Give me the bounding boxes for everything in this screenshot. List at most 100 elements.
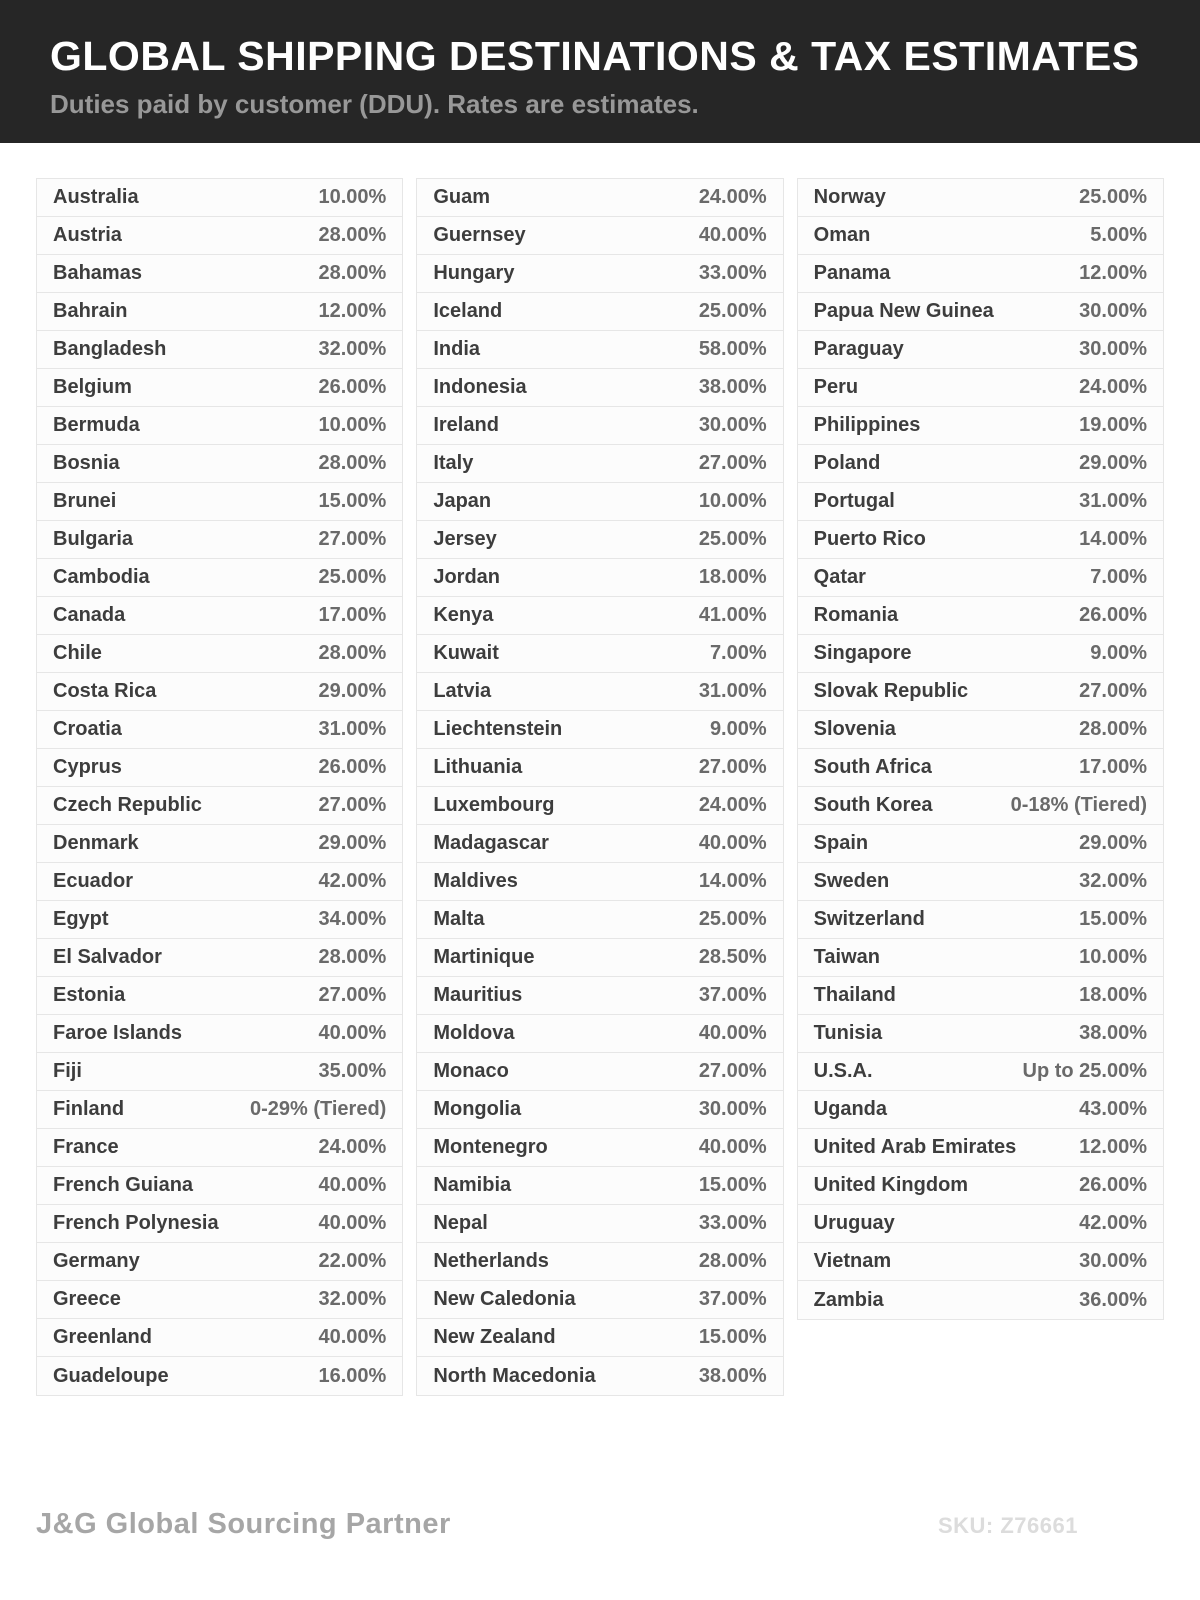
rate-value: Up to 25.00% (1022, 1060, 1147, 1082)
country-name: Brunei (53, 490, 117, 512)
rate-value: 32.00% (1079, 870, 1147, 892)
rate-value: 7.00% (1090, 566, 1147, 588)
country-name: Peru (813, 376, 859, 398)
rate-value: 40.00% (698, 224, 767, 246)
rate-value: 32.00% (318, 1288, 387, 1310)
country-name: Estonia (53, 984, 126, 1006)
country-name: Bangladesh (53, 338, 167, 360)
country-name: Qatar (813, 566, 866, 588)
rate-value: 10.00% (698, 490, 767, 512)
rate-value: 26.00% (1079, 604, 1147, 626)
country-name: Singapore (813, 642, 912, 664)
country-name: India (433, 338, 480, 360)
rate-value: 17.00% (318, 604, 387, 626)
table-row: Slovenia 28.00% (797, 711, 1163, 749)
rate-value: 28.50% (698, 946, 767, 968)
table-row: Namibia 15.00% (417, 1167, 783, 1205)
country-name: Greece (53, 1288, 121, 1310)
rate-value: 18.00% (698, 566, 767, 588)
rate-value: 25.00% (318, 566, 387, 588)
table-row: Paraguay 30.00% (797, 331, 1163, 369)
rate-value: 28.00% (318, 452, 387, 474)
rate-value: 28.00% (318, 642, 387, 664)
table-row: Netherlands 28.00% (417, 1243, 783, 1281)
country-name: Kuwait (433, 642, 499, 664)
rates-column: Guam 24.00% Guernsey 40.00% Hungary 33.00% Ice… (416, 178, 784, 1396)
rate-value: 33.00% (698, 262, 767, 284)
table-row: Bulgaria 27.00% (37, 521, 403, 559)
table-row: Finland 0-29% (Tiered) (37, 1091, 403, 1129)
country-name: Australia (53, 186, 139, 208)
table-row: Bangladesh 32.00% (37, 331, 403, 369)
rate-value: 40.00% (698, 1136, 767, 1158)
country-name: United Arab Emirates (813, 1136, 1017, 1158)
table-row: Belgium 26.00% (37, 369, 403, 407)
table-row: El Salvador 28.00% (37, 939, 403, 977)
rate-value: 41.00% (698, 604, 767, 626)
country-name: France (53, 1136, 119, 1158)
table-row: South Africa 17.00% (797, 749, 1163, 787)
rate-value: 33.00% (698, 1212, 767, 1234)
rate-value: 24.00% (318, 1136, 387, 1158)
country-name: Cambodia (53, 566, 150, 588)
table-row: Jordan 18.00% (417, 559, 783, 597)
table-row: Austria 28.00% (37, 217, 403, 255)
country-name: Martinique (433, 946, 535, 968)
country-name: Mauritius (433, 984, 523, 1006)
table-row: Croatia 31.00% (37, 711, 403, 749)
table-row: Martinique 28.50% (417, 939, 783, 977)
table-row: Papua New Guinea 30.00% (797, 293, 1163, 331)
country-name: Slovenia (813, 718, 896, 740)
country-name: Papua New Guinea (813, 300, 994, 322)
country-name: Italy (433, 452, 474, 474)
country-name: Croatia (53, 718, 122, 740)
rate-value: 24.00% (698, 186, 767, 208)
rate-value: 31.00% (318, 718, 387, 740)
rate-value: 38.00% (698, 1364, 767, 1387)
rate-value: 10.00% (1079, 946, 1147, 968)
rates-column: Norway 25.00% Oman 5.00% Panama 12.00% Papua N… (796, 178, 1164, 1320)
country-name: Netherlands (433, 1250, 549, 1272)
brand-name: J&G Global Sourcing Partner (36, 1508, 451, 1540)
rate-value: 10.00% (318, 186, 387, 208)
country-name: Maldives (433, 870, 518, 892)
table-row: Tunisia 38.00% (797, 1015, 1163, 1053)
rate-value: 58.00% (698, 338, 767, 360)
country-name: Norway (813, 186, 886, 208)
country-name: Uruguay (813, 1212, 895, 1234)
table-row: Ecuador 42.00% (37, 863, 403, 901)
table-row: Monaco 27.00% (417, 1053, 783, 1091)
country-name: Czech Republic (53, 794, 202, 816)
page-subtitle: Duties paid by customer (DDU). Rates are… (50, 89, 699, 119)
table-row: Nepal 33.00% (417, 1205, 783, 1243)
rate-value: 28.00% (318, 946, 387, 968)
country-name: Iceland (433, 300, 503, 322)
country-name: Namibia (433, 1174, 512, 1196)
table-row: French Guiana 40.00% (37, 1167, 403, 1205)
page-title: GLOBAL SHIPPING DESTINATIONS & TAX ESTIM… (50, 33, 1140, 79)
country-name: Bahrain (53, 300, 128, 322)
table-row: Egypt 34.00% (37, 901, 403, 939)
country-name: Egypt (53, 908, 109, 930)
table-row: Norway 25.00% (797, 179, 1163, 217)
rate-value: 24.00% (1079, 376, 1147, 398)
country-name: Oman (813, 224, 871, 246)
rate-value: 14.00% (698, 870, 767, 892)
rate-value: 10.00% (318, 414, 387, 436)
rate-value: 30.00% (1079, 1250, 1147, 1272)
table-row: Lithuania 27.00% (417, 749, 783, 787)
country-name: Romania (813, 604, 899, 626)
rate-value: 28.00% (318, 224, 387, 246)
country-name: Hungary (433, 262, 515, 284)
rate-value: 25.00% (698, 300, 767, 322)
rate-value: 26.00% (318, 376, 387, 398)
table-row: Greenland 40.00% (37, 1319, 403, 1357)
country-name: Switzerland (813, 908, 925, 930)
country-name: French Guiana (53, 1174, 194, 1196)
rate-value: 37.00% (698, 984, 767, 1006)
rate-value: 29.00% (318, 832, 387, 854)
table-row: Spain 29.00% (797, 825, 1163, 863)
country-name: Jersey (433, 528, 497, 550)
country-name: Greenland (53, 1326, 152, 1348)
rate-value: 25.00% (698, 528, 767, 550)
